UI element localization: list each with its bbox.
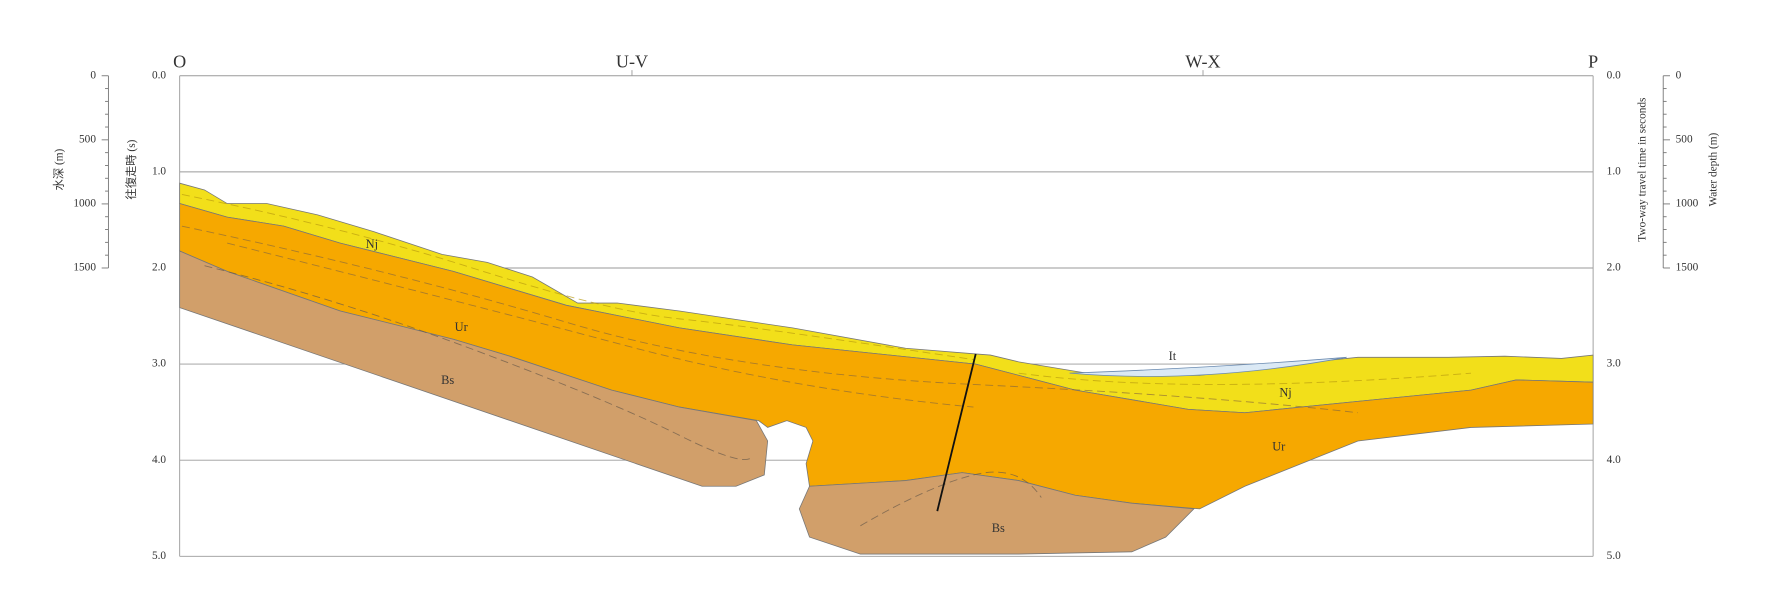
time-tick-label: 0.0 (152, 69, 166, 81)
reflector (181, 194, 974, 361)
section-label: P (1588, 51, 1598, 71)
it-layer (1069, 356, 1347, 377)
depth-tick-label: 500 (1676, 133, 1693, 145)
time-tick-label: 5.0 (1607, 550, 1621, 562)
depth-tick-label: 1500 (73, 262, 96, 274)
unit-label: Ur (455, 320, 469, 334)
reflector (1018, 372, 1472, 385)
time-tick-label: 2.0 (152, 262, 166, 274)
time-tick-label: 3.0 (1607, 358, 1621, 370)
time-tick-label: 2.0 (1607, 262, 1621, 274)
axis-title: 水深 (m) (51, 149, 65, 191)
unit-label: Nj (366, 237, 378, 251)
depth-tick-label: 1000 (1676, 198, 1699, 210)
labels: O U-V W-X P 水深 (m) 往復走時 (s) Two-way trav… (51, 51, 1719, 535)
section-label: U-V (616, 51, 648, 71)
time-tick-label: 0.0 (1607, 69, 1621, 81)
unit-label: Bs (441, 373, 454, 387)
unit-label: Nj (1279, 385, 1291, 399)
depth-tick-label: 1500 (1676, 262, 1699, 274)
depth-tick-label: 0 (90, 69, 96, 81)
time-tick-label: 3.0 (152, 358, 166, 370)
reflector (204, 265, 754, 461)
depth-tick-label: 1000 (73, 198, 96, 210)
section-label: O (173, 51, 186, 71)
unit-label: Bs (992, 521, 1005, 535)
bs-layer (798, 472, 1195, 555)
axis-title: 往復走時 (s) (124, 139, 138, 199)
bs-layer (179, 250, 769, 487)
unit-label: It (1169, 349, 1177, 363)
depth-tick-label: 0 (1676, 69, 1682, 81)
time-tick-label: 4.0 (1607, 454, 1621, 466)
section-label: W-X (1185, 51, 1220, 71)
axis-title: Two-way travel time in seconds (1636, 98, 1648, 242)
reflector (181, 225, 1358, 414)
frame: 0.0 1.0 2.0 3.0 4.0 5.0 0 500 1000 1500 0.0 1.0 2.0 3… (73, 69, 1698, 562)
time-tick-label: 1.0 (152, 165, 166, 177)
fault (936, 353, 977, 512)
axis-title: Water depth (m) (1708, 133, 1720, 207)
time-tick-label: 5.0 (152, 550, 166, 562)
strata (179, 182, 1594, 555)
time-tick-label: 4.0 (152, 454, 166, 466)
reflector (860, 471, 1042, 527)
time-tick-label: 1.0 (1607, 165, 1621, 177)
unit-label: Ur (1272, 440, 1286, 454)
depth-tick-label: 500 (79, 133, 96, 145)
